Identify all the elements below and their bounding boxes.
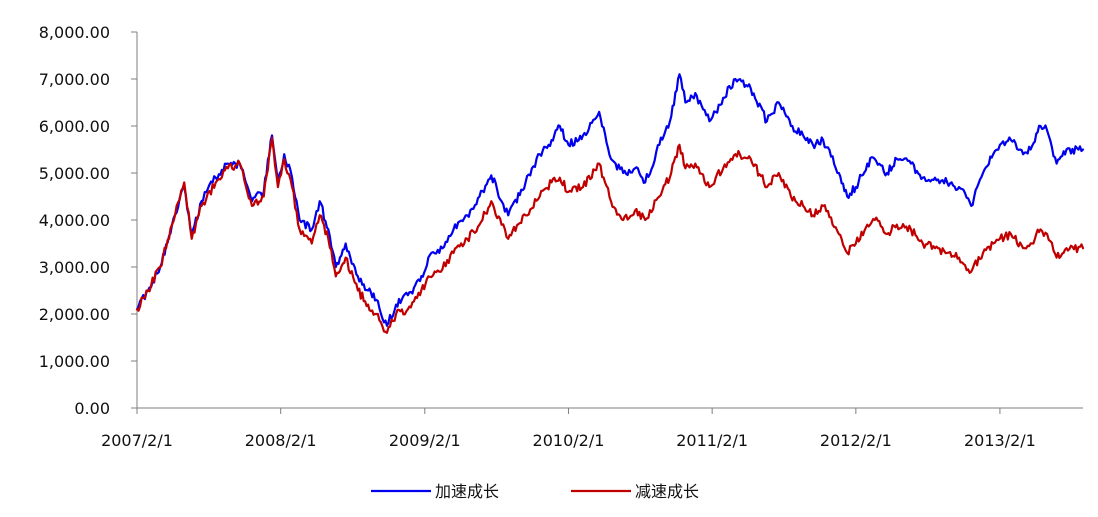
y-tick-label: 6,000.00 — [39, 117, 110, 136]
y-tick-label: 2,000.00 — [39, 305, 110, 324]
x-tick-label: 2009/2/1 — [389, 431, 461, 450]
y-tick-label: 1,000.00 — [39, 352, 110, 371]
y-tick-label: 3,000.00 — [39, 258, 110, 277]
legend-label: 加速成长 — [435, 482, 499, 501]
y-tick-label: 5,000.00 — [39, 164, 110, 183]
y-tick-label: 0.00 — [74, 399, 110, 418]
legend-label: 减速成长 — [635, 482, 699, 501]
series-lines — [135, 73, 1085, 334]
series-line-red — [135, 136, 1085, 334]
legend: 加速成长 减速成长 — [371, 482, 699, 501]
x-tick-label: 2008/2/1 — [245, 431, 317, 450]
x-tick-label: 2010/2/1 — [533, 431, 605, 450]
series-line-blue — [135, 73, 1085, 327]
x-tick-label: 2013/2/1 — [964, 431, 1036, 450]
x-tick-label: 2007/2/1 — [101, 431, 173, 450]
y-tick-label: 4,000.00 — [39, 211, 110, 230]
x-tick-label: 2012/2/1 — [820, 431, 892, 450]
y-tick-label: 8,000.00 — [39, 23, 110, 42]
x-tick-label: 2011/2/1 — [676, 431, 748, 450]
y-tick-label: 7,000.00 — [39, 70, 110, 89]
axes: 0.00 1,000.00 2,000.00 3,000.00 4,000.00 5,00… — [39, 23, 1083, 450]
